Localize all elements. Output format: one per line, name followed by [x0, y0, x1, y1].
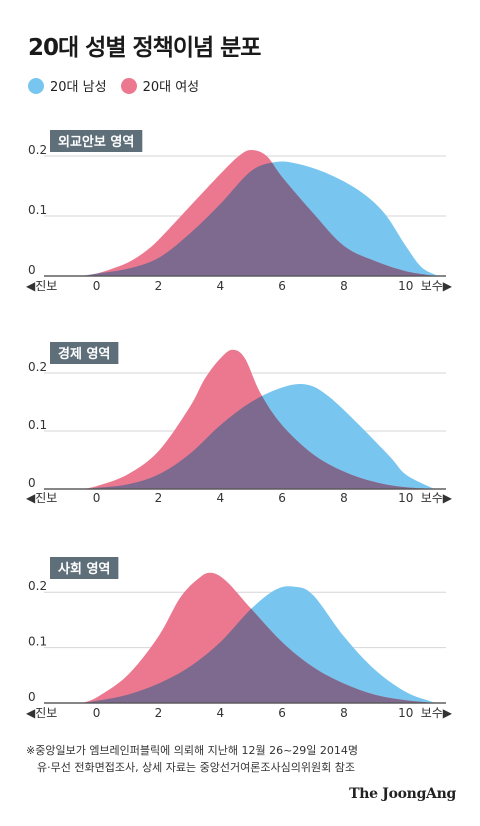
x-tick-label: 0: [93, 279, 101, 293]
panel-label-box: [50, 557, 119, 579]
y-tick-label: 0: [28, 263, 36, 277]
x-axis-right-label: 보수▶: [421, 491, 453, 505]
footnote: ※중앙일보가 엠브레인퍼블릭에 의뢰해 지난해 12월 26~29일 2014명…: [26, 742, 466, 776]
legend-item-female: 20대 여성: [120, 76, 200, 95]
x-axis-left-label: ◀진보: [26, 706, 57, 720]
x-axis-right-label: 보수▶: [421, 706, 453, 720]
legend-swatch-male: [28, 77, 44, 94]
x-tick-label: 4: [216, 279, 224, 293]
x-tick-label: 10: [398, 279, 413, 293]
y-tick-label: 0: [28, 690, 36, 704]
footnote-line-2: 유·무선 전화면접조사, 상세 자료는 중앙선거여론조사심의위원회 참조: [37, 761, 355, 774]
panel-label-box: [50, 130, 143, 152]
x-axis-right-label: 보수▶: [421, 279, 453, 293]
x-tick-label: 10: [398, 491, 413, 505]
x-tick-label: 10: [398, 706, 413, 720]
x-tick-label: 2: [155, 279, 163, 293]
x-tick-label: 4: [216, 706, 224, 720]
x-tick-label: 2: [155, 491, 163, 505]
chart-panel-2: 0 0.1 0.2 0 2 4 6 8 10 ◀진보 보수▶ 경제 영역: [26, 342, 453, 505]
panel-label-box: [50, 342, 119, 364]
y-tick-label: 0.1: [28, 418, 47, 432]
x-tick-label: 2: [155, 706, 163, 720]
panel-label: 경제 영역: [58, 346, 110, 362]
legend-label-female: 20대 여성: [142, 80, 200, 95]
x-tick-label: 0: [93, 706, 101, 720]
x-tick-label: 6: [278, 706, 286, 720]
x-axis-left-label: ◀진보: [26, 491, 57, 505]
panel-label: 외교안보 영역: [58, 134, 134, 150]
y-tick-label: 0.2: [28, 579, 47, 593]
x-axis-left-label: ◀진보: [26, 279, 57, 293]
x-tick-label: 4: [216, 491, 224, 505]
panel-label: 사회 영역: [58, 561, 110, 577]
y-tick-label: 0: [28, 476, 36, 490]
chart-title: 20대 성별 정책이념 분포: [28, 35, 261, 61]
x-tick-label: 6: [278, 279, 286, 293]
y-tick-label: 0.2: [28, 360, 47, 374]
x-tick-label: 8: [340, 491, 348, 505]
brand-logo: The JoongAng: [349, 786, 456, 802]
x-tick-label: 8: [340, 279, 348, 293]
legend: 20대 남성 20대 여성: [28, 76, 213, 95]
y-tick-label: 0.1: [28, 635, 47, 649]
x-tick-label: 8: [340, 706, 348, 720]
chart-panel-1: 0 0.1 0.2 0 2 4 6 8 10 ◀진보 보수▶ 외교안보 영역: [26, 130, 453, 293]
legend-item-male: 20대 남성: [28, 76, 107, 95]
y-tick-label: 0.1: [28, 203, 47, 217]
x-tick-label: 6: [278, 491, 286, 505]
x-tick-label: 0: [93, 491, 101, 505]
footnote-line-1: ※중앙일보가 엠브레인퍼블릭에 의뢰해 지난해 12월 26~29일 2014명: [26, 744, 359, 757]
legend-swatch-female: [120, 77, 137, 94]
chart-panel-3: 0 0.1 0.2 0 2 4 6 8 10 ◀진보 보수▶ 사회 영역: [26, 557, 453, 720]
legend-label-male: 20대 남성: [50, 80, 107, 95]
y-tick-label: 0.2: [28, 143, 47, 157]
